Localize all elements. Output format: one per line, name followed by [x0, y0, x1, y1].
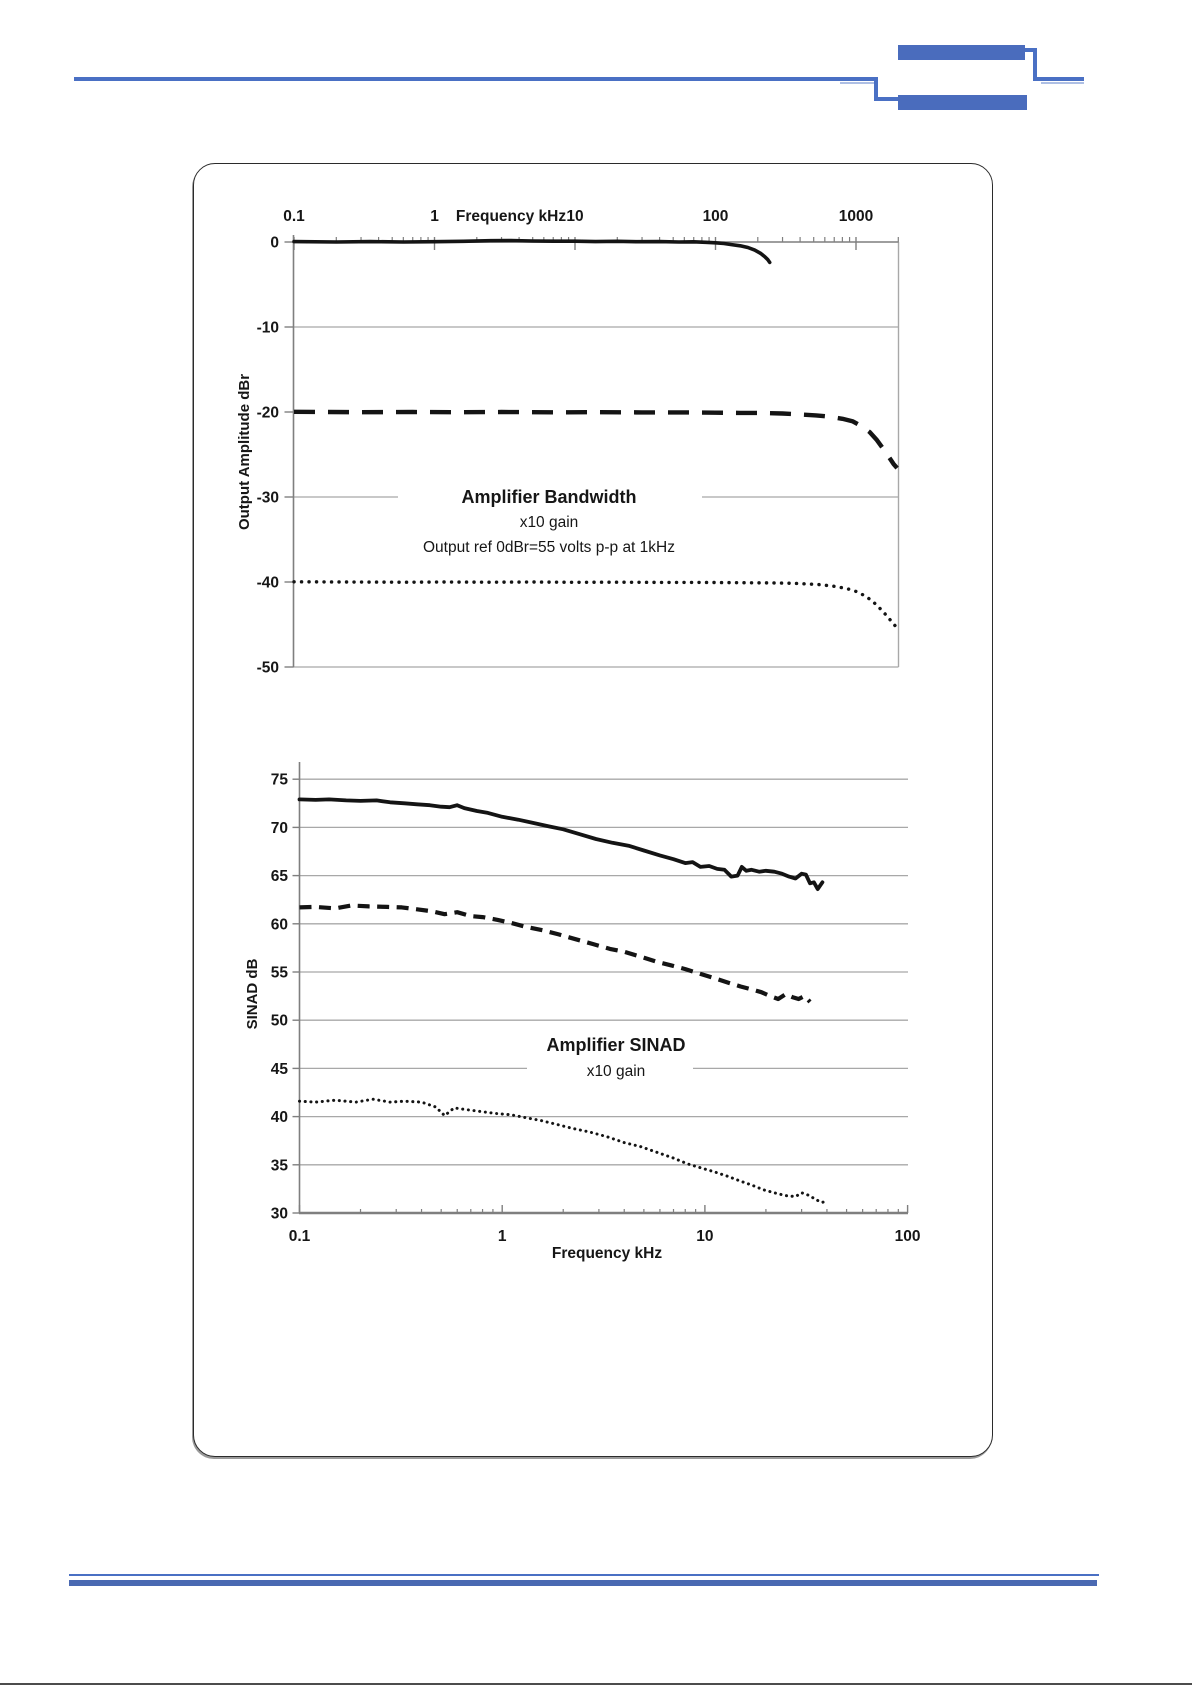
header-rule-echo — [840, 82, 878, 84]
svg-text:55: 55 — [271, 965, 289, 982]
logo-connector-echo — [1041, 82, 1084, 84]
svg-text:-40: -40 — [257, 575, 279, 592]
logo-connector-h1 — [1025, 48, 1037, 52]
header-step-stub — [874, 97, 898, 101]
svg-text:SINAD dB: SINAD dB — [244, 958, 261, 1029]
logo-connector-h2 — [1033, 77, 1084, 81]
svg-text:30: 30 — [271, 1206, 288, 1223]
svg-text:Amplifier Bandwidth: Amplifier Bandwidth — [462, 487, 637, 507]
svg-text:100: 100 — [895, 1228, 921, 1245]
svg-text:10: 10 — [696, 1228, 713, 1245]
svg-text:Amplifier SINAD: Amplifier SINAD — [546, 1035, 685, 1055]
svg-text:-20: -20 — [257, 405, 279, 422]
svg-text:-10: -10 — [257, 320, 279, 337]
logo-bar-bottom — [898, 95, 1027, 110]
svg-text:x10 gain: x10 gain — [587, 1063, 646, 1080]
footer-rule-thick — [69, 1580, 1097, 1586]
svg-text:0.1: 0.1 — [283, 208, 305, 225]
svg-text:Output Amplitude dBr: Output Amplitude dBr — [236, 374, 253, 530]
amplifier-sinad-chart: 0.1 1 10 100 Frequency kHz 75 70 65 60 55 50 45 40 35… — [244, 762, 921, 1262]
svg-text:0: 0 — [270, 235, 279, 252]
svg-text:-30: -30 — [257, 490, 279, 507]
svg-text:1000: 1000 — [839, 208, 873, 225]
svg-text:Output ref 0dBr=55 volts p-p a: Output ref 0dBr=55 volts p-p at 1kHz — [423, 539, 675, 556]
svg-text:Frequency kHz: Frequency kHz — [456, 208, 567, 225]
amplifier-bandwidth-chart: 0.1 1 10 100 1000 Frequency kHz 0 -10 -20 -30 -40 -… — [236, 208, 900, 677]
svg-text:100: 100 — [703, 208, 729, 225]
svg-text:75: 75 — [271, 772, 289, 789]
svg-text:10: 10 — [566, 208, 583, 225]
svg-text:60: 60 — [271, 916, 288, 933]
page-bottom-edge — [0, 1683, 1192, 1685]
footer-rule-thin — [69, 1574, 1099, 1576]
svg-text:70: 70 — [271, 820, 288, 837]
svg-text:0.1: 0.1 — [289, 1228, 311, 1245]
logo-connector-v — [1033, 48, 1037, 81]
svg-text:1: 1 — [498, 1228, 507, 1245]
svg-text:-50: -50 — [257, 660, 279, 677]
charts-panel-box — [193, 163, 993, 1457]
svg-text:Frequency kHz: Frequency kHz — [552, 1245, 663, 1262]
svg-text:65: 65 — [271, 868, 289, 885]
header-step-vertical — [874, 77, 878, 101]
logo-bar-top — [898, 45, 1025, 60]
svg-text:40: 40 — [271, 1109, 288, 1126]
svg-text:35: 35 — [271, 1157, 289, 1174]
svg-text:1: 1 — [430, 208, 439, 225]
header-rule — [74, 77, 878, 81]
svg-text:50: 50 — [271, 1013, 288, 1030]
svg-text:x10 gain: x10 gain — [520, 514, 579, 531]
svg-text:45: 45 — [271, 1061, 289, 1078]
